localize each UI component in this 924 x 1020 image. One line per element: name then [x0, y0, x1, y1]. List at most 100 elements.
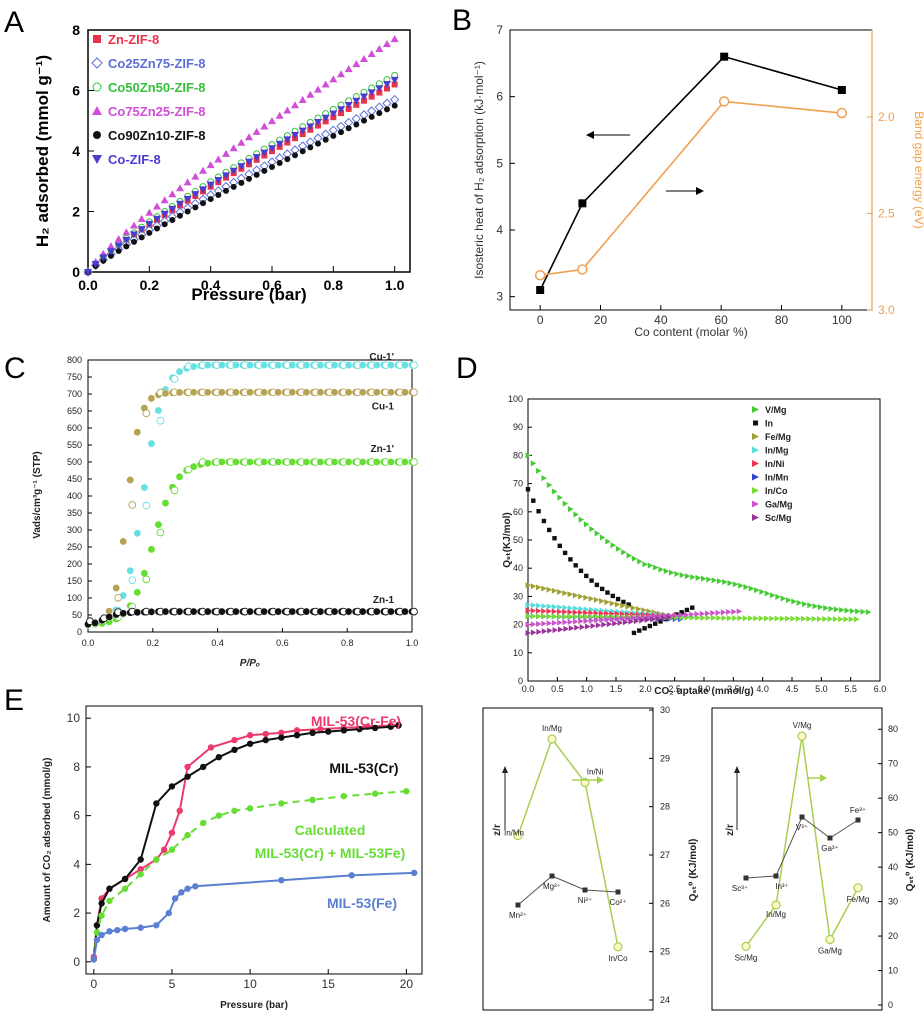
panel-d-point-8	[536, 628, 542, 635]
panel-a-point-5	[145, 220, 154, 228]
panel-d-point-1	[578, 568, 584, 574]
panel-d-point-8	[552, 627, 559, 634]
panel-d-point-8	[601, 621, 607, 628]
y-tick-label: 250	[67, 542, 82, 552]
panel-c-point-2	[161, 499, 170, 507]
panel-c-chart: 0.0 0.2 0.4 0.6 0.8 1.0 0 50 100 150 200 250 300 350 4…	[32, 352, 418, 669]
panel-c-point-3	[387, 607, 395, 616]
panel-e-point-2	[246, 805, 254, 812]
panel-e-point-3	[278, 877, 285, 884]
panel-c-point-2	[260, 458, 268, 466]
panel-d-point-6	[838, 616, 844, 623]
panel-d-point-0	[796, 599, 803, 606]
panel-b-point	[578, 199, 587, 208]
panel-e-point-1	[98, 900, 105, 907]
panel-a-point-4	[238, 179, 245, 186]
panel-d-point-7	[620, 615, 627, 622]
y-tick-label: 100	[67, 593, 82, 603]
panel-a-point-5	[191, 191, 200, 199]
panel-c-point-0	[288, 361, 297, 369]
inset-right-black-label-4: Fe³⁺	[850, 806, 866, 815]
panel-d-point-8	[650, 616, 656, 623]
panel-c-point-3	[105, 613, 113, 621]
panel-a-point-4	[261, 167, 268, 174]
panel-d-point-0	[679, 572, 686, 579]
panel-a-point-3	[268, 117, 276, 125]
panel-a-point-5	[344, 101, 353, 109]
panel-c-point-open-1	[128, 501, 137, 509]
panel-d-point-6	[710, 614, 717, 621]
panel-d-point-7	[567, 618, 574, 625]
legend-label-4: Co90Zn10-ZIF-8	[108, 128, 206, 143]
panel-a-point-3	[130, 221, 138, 229]
panel-d-point-7	[736, 608, 743, 615]
panel-a-point-4	[315, 140, 321, 147]
panel-d-point-2	[551, 587, 558, 594]
panel-c-point-1	[288, 388, 297, 397]
panel-d-point-1	[552, 536, 557, 541]
inset-right-green-point	[741, 941, 751, 952]
panel-a-point-5	[245, 158, 253, 166]
panel-d-point-1	[536, 509, 541, 514]
panel-a-chart: 0.0 0.2 0.4 0.6 0.8 1.0 0 2 4 6 8 Zn-ZIF-8 Co25Zn75…	[33, 22, 411, 304]
panel-d-point-2	[557, 588, 563, 595]
panel-d-point-6	[562, 613, 569, 620]
panel-d-point-8	[628, 618, 634, 625]
panel-d-point-7	[594, 617, 600, 624]
panel-a-point-1	[366, 106, 377, 116]
panel-a-point-4	[108, 252, 114, 259]
inset-left-green-label-1: In/Mg	[542, 724, 562, 733]
panel-d-point-6	[801, 615, 807, 622]
panel-a-point-3	[229, 144, 238, 152]
y-tick-label: 450	[67, 474, 82, 484]
inset-right-green-line	[745, 736, 859, 947]
panel-c-point-3	[91, 619, 99, 627]
panel-d-point-0	[791, 598, 797, 605]
panel-d-point-3	[530, 602, 537, 609]
panel-d-point-6	[589, 613, 595, 620]
panel-d-point-0	[546, 481, 553, 488]
panel-d-point-4	[541, 608, 547, 615]
y-tick-label: 80	[888, 724, 898, 734]
panel-e-point-1	[200, 763, 207, 771]
panel-d-point-0	[653, 564, 659, 571]
x-tick-label: 0.8	[324, 277, 344, 293]
panel-e-point-1	[262, 736, 269, 744]
panel-c-point-0	[218, 361, 226, 369]
panel-c-point-0	[203, 361, 212, 369]
panel-d-point-4	[577, 609, 584, 616]
panel-d-point-0	[812, 603, 819, 610]
panel-c-label-0: Cu-1'	[369, 352, 394, 363]
panel-e-ylabel: Amount of CO₂ adsorbed (mmol/g)	[42, 758, 53, 923]
panel-d-point-8	[660, 615, 667, 622]
panel-a-point-3	[344, 65, 353, 73]
panel-d-point-0	[839, 606, 845, 613]
panel-d-point-0	[786, 597, 792, 604]
inset-right-arrow	[808, 774, 827, 782]
panel-c-point-0	[274, 361, 282, 369]
panel-e-point-0	[231, 736, 238, 744]
panel-a-point-4	[284, 156, 291, 163]
x-tick-label: 0	[90, 977, 97, 991]
panel-a-point-5	[153, 215, 161, 223]
panel-d-point-2	[588, 595, 595, 602]
legend-marker	[92, 82, 102, 92]
panel-d-inset-right: 0 10 20 30 40 50 60 70 80 Sc/Mg In/Mg V/Mg Ga/Mg Fe/…	[711, 707, 916, 1011]
panel-c-point-open-0	[128, 576, 137, 585]
panel-a-point-5	[237, 163, 246, 171]
panel-a-ylabel: H₂ adsorbed (mmol g⁻¹)	[33, 55, 52, 247]
y-tick-label: 30	[888, 897, 898, 907]
panel-d-point-2	[614, 601, 621, 608]
y-tick-label: 60	[513, 507, 523, 517]
panel-d-point-3	[567, 605, 574, 612]
panel-c-point-1	[175, 388, 184, 397]
panel-a-point-5	[375, 85, 384, 93]
panel-c-point-3	[260, 607, 268, 616]
panel-d-point-0	[780, 595, 787, 602]
panel-a-point-5	[291, 132, 299, 140]
panel-a-point-5	[352, 97, 361, 105]
panel-e-point-0	[293, 727, 301, 734]
panel-d-point-0	[583, 521, 590, 528]
y-tick-label: 4	[496, 223, 503, 237]
panel-a-point-4	[353, 121, 360, 128]
